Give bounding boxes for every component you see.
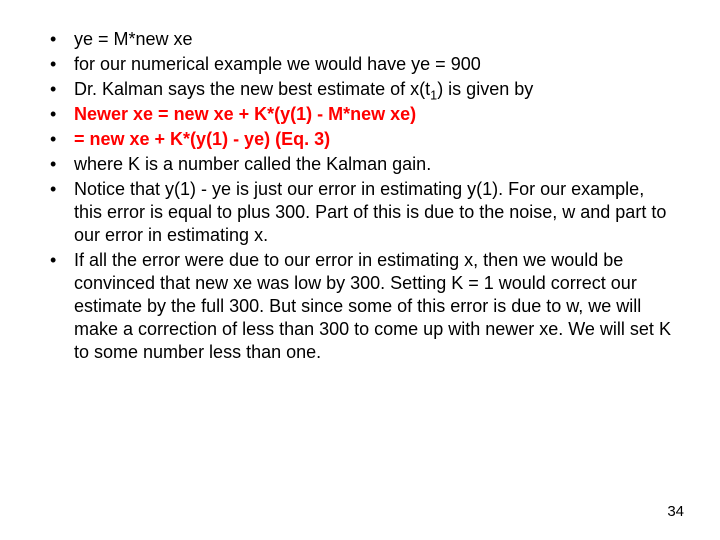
bullet-text: Notice that y(1) - ye is just our error … — [74, 179, 666, 245]
bullet-text: for our numerical example we would have … — [74, 54, 481, 74]
bullet-text-suffix: ) is given by — [437, 79, 533, 99]
bullet-text: If all the error were due to our error i… — [74, 250, 671, 362]
bullet-text: ye = M*new xe — [74, 29, 193, 49]
list-item: = new xe + K*(y(1) - ye) (Eq. 3) — [46, 128, 674, 151]
list-item: Notice that y(1) - ye is just our error … — [46, 178, 674, 247]
list-item: ye = M*new xe — [46, 28, 674, 51]
list-item: Newer xe = new xe + K*(y(1) - M*new xe) — [46, 103, 674, 126]
list-item: Dr. Kalman says the new best estimate of… — [46, 78, 674, 101]
list-item: where K is a number called the Kalman ga… — [46, 153, 674, 176]
bullet-text: where K is a number called the Kalman ga… — [74, 154, 431, 174]
bullet-text-prefix: Dr. Kalman says the new best estimate of… — [74, 79, 425, 99]
bullet-list: ye = M*new xe for our numerical example … — [46, 28, 674, 364]
bullet-text: Newer xe = new xe + K*(y(1) - M*new xe) — [74, 104, 416, 124]
page-number: 34 — [667, 503, 684, 520]
list-item: for our numerical example we would have … — [46, 53, 674, 76]
bullet-text: = new xe + K*(y(1) - ye) (Eq. 3) — [74, 129, 330, 149]
slide: ye = M*new xe for our numerical example … — [0, 0, 720, 540]
list-item: If all the error were due to our error i… — [46, 249, 674, 364]
